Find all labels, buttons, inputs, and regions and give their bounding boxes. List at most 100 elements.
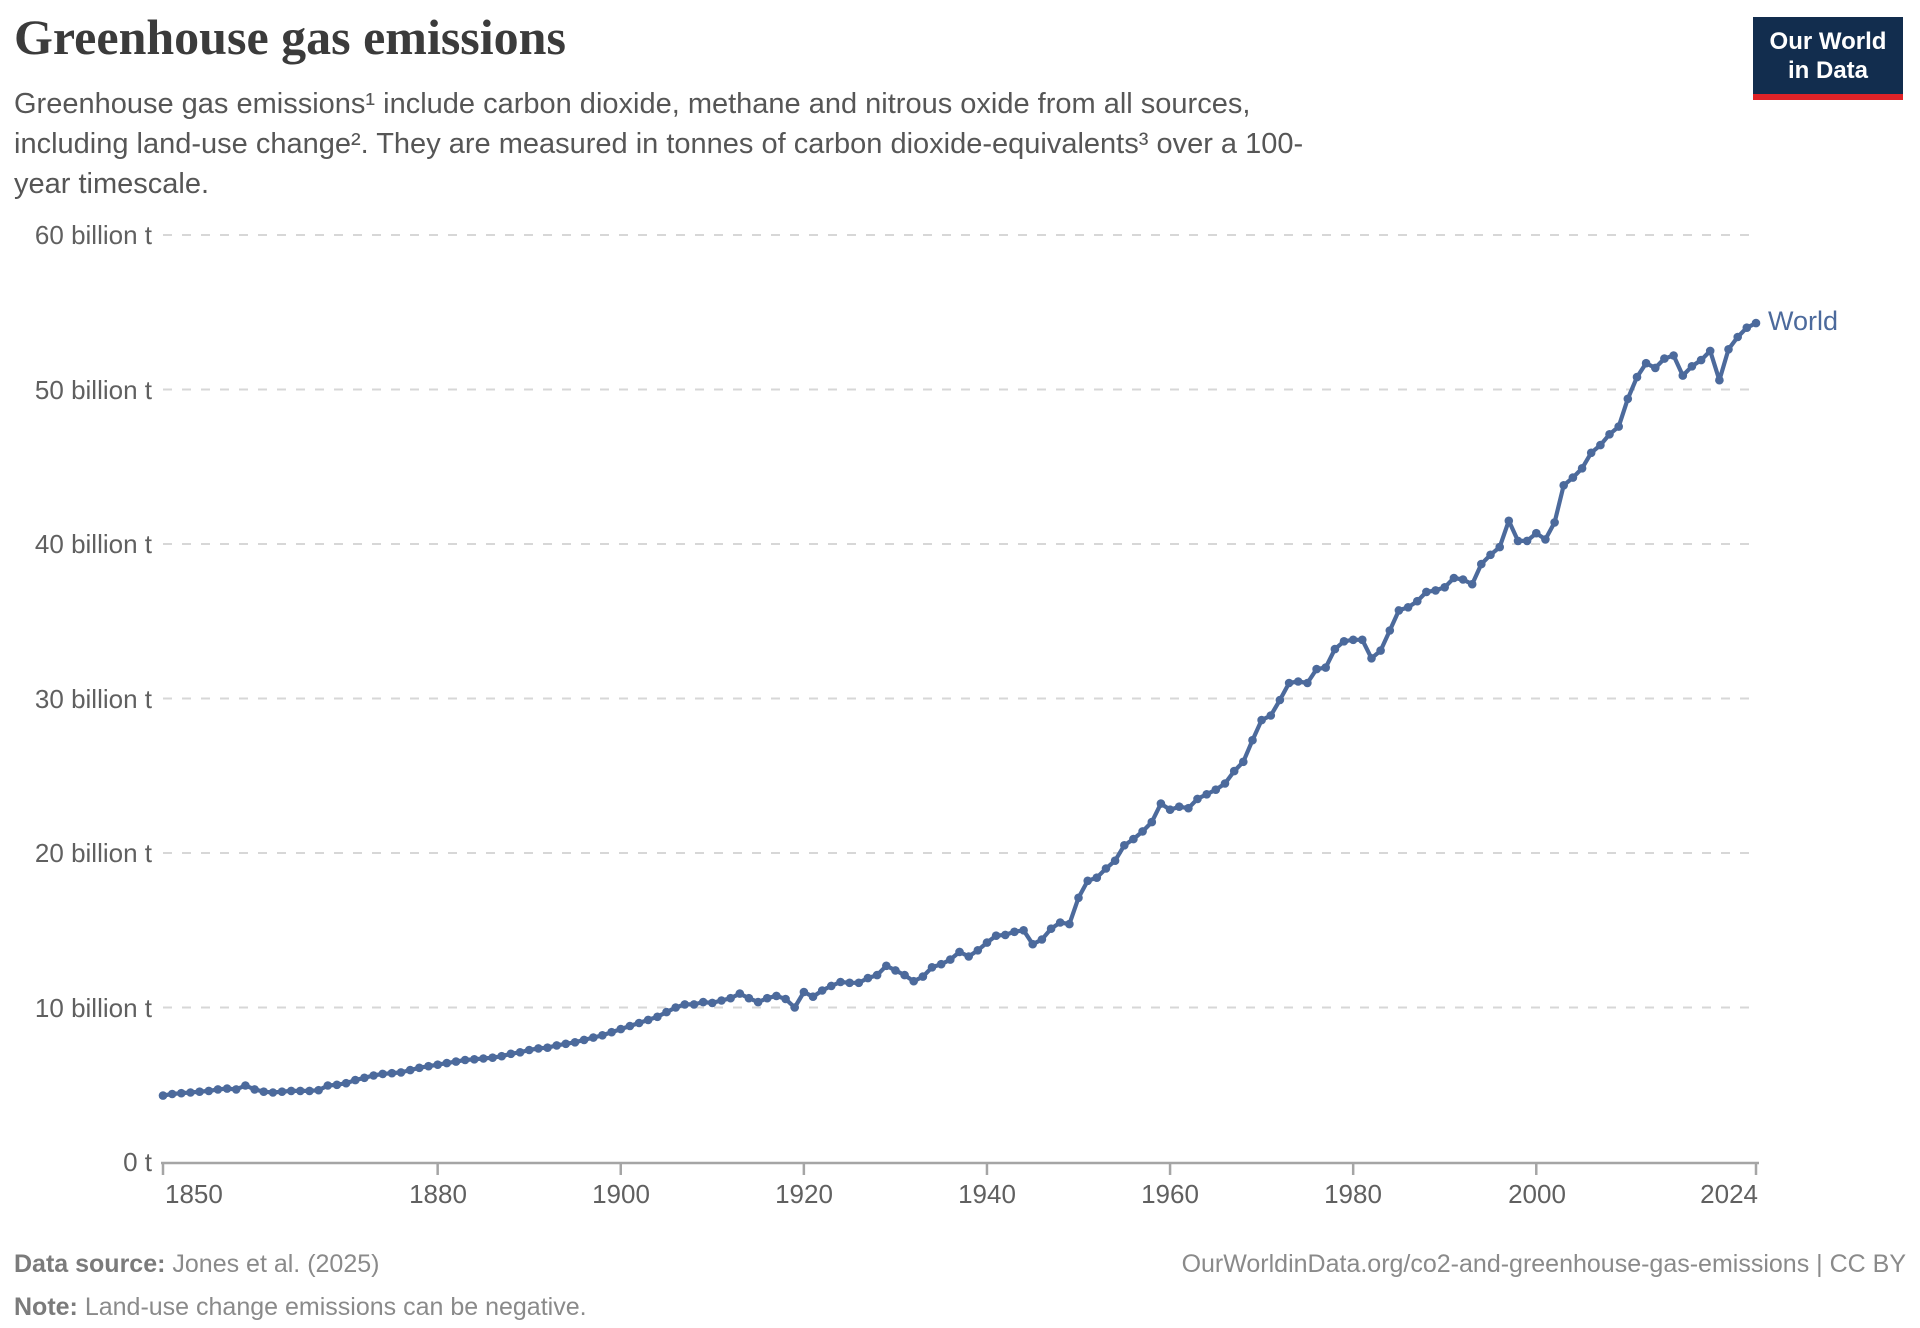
data-point <box>1001 930 1010 940</box>
data-point <box>222 1084 232 1093</box>
data-point <box>524 1045 534 1055</box>
owid-logo-line2: in Data <box>1787 56 1868 84</box>
data-point <box>1467 579 1477 589</box>
data-point <box>1184 803 1193 813</box>
data-point <box>1532 528 1541 538</box>
owid-logo[interactable]: Our World in Data <box>1753 17 1903 100</box>
data-point <box>1449 573 1459 583</box>
data-point <box>231 1085 241 1094</box>
data-point <box>1687 362 1697 371</box>
data-point <box>296 1086 305 1096</box>
data-point <box>790 1003 799 1012</box>
data-point <box>1541 535 1550 544</box>
note-value: Land-use change emissions can be negativ… <box>77 1293 587 1321</box>
data-point <box>1101 864 1111 873</box>
data-point <box>1559 481 1568 490</box>
data-point <box>460 1055 470 1065</box>
data-point <box>616 1024 626 1034</box>
data-point <box>360 1073 369 1083</box>
data-point <box>1495 542 1504 552</box>
data-point <box>1641 358 1651 368</box>
y-tick-10: 10 billion t <box>34 993 152 1023</box>
data-point <box>195 1087 204 1096</box>
data-point <box>1513 536 1523 546</box>
data-point <box>1147 817 1157 827</box>
x-tick-2000: 2000 <box>1508 1179 1566 1209</box>
data-point <box>1339 637 1349 646</box>
data-point <box>1010 927 1019 937</box>
data-point <box>1504 516 1514 526</box>
data-point <box>213 1085 223 1094</box>
data-point <box>1037 935 1047 944</box>
data-point <box>753 997 763 1007</box>
data-point <box>1577 464 1587 473</box>
data-point <box>698 997 708 1007</box>
data-point <box>1632 372 1642 382</box>
data-point <box>1660 354 1669 363</box>
data-point <box>1202 790 1211 799</box>
data-point <box>845 978 854 988</box>
y-tick-20: 20 billion t <box>34 838 152 868</box>
data-point <box>1522 536 1532 546</box>
data-point <box>415 1063 424 1073</box>
data-point <box>479 1054 488 1063</box>
data-point <box>689 1000 699 1009</box>
data-point <box>680 1000 690 1009</box>
data-point <box>323 1081 333 1090</box>
data-point <box>964 952 973 961</box>
data-point <box>625 1021 635 1031</box>
data-point <box>241 1081 250 1090</box>
data-point <box>1596 440 1605 450</box>
x-tick-1940: 1940 <box>958 1179 1016 1209</box>
data-point <box>1413 596 1422 606</box>
data-point <box>1330 644 1340 654</box>
data-point <box>570 1038 580 1047</box>
data-point <box>936 959 946 969</box>
data-point <box>589 1033 598 1042</box>
data-point <box>1586 448 1596 458</box>
x-tick-1960: 1960 <box>1141 1179 1199 1209</box>
data-point <box>1312 664 1321 674</box>
data-point <box>515 1048 525 1057</box>
data-point <box>1129 834 1138 844</box>
data-point <box>1358 635 1367 645</box>
data-point <box>1669 351 1678 360</box>
data-point <box>1239 757 1248 767</box>
data-point <box>1321 663 1330 672</box>
data-point <box>1715 375 1724 385</box>
data-point <box>1614 422 1623 431</box>
data-point <box>158 1091 168 1100</box>
data-point <box>1165 805 1175 814</box>
data-point <box>1403 603 1413 612</box>
data-point <box>1220 779 1230 788</box>
data-point <box>1733 332 1742 342</box>
data-point <box>1055 918 1065 927</box>
data-point <box>1742 323 1752 333</box>
data-point <box>863 973 873 983</box>
data-point <box>552 1041 561 1050</box>
data-point <box>305 1086 314 1096</box>
data-point <box>1385 626 1395 635</box>
data-point <box>396 1068 406 1077</box>
data-point <box>286 1086 296 1096</box>
data-point <box>314 1085 323 1095</box>
data-point <box>204 1086 214 1096</box>
data-point <box>634 1018 644 1028</box>
data-point <box>387 1068 397 1078</box>
data-point <box>607 1027 616 1037</box>
x-tick-1880: 1880 <box>409 1179 467 1209</box>
data-point <box>1458 575 1468 584</box>
data-point <box>561 1039 571 1049</box>
x-tick-2024: 2024 <box>1700 1179 1758 1209</box>
data-point <box>250 1085 259 1094</box>
data-point <box>378 1069 388 1079</box>
data-point <box>1174 802 1184 811</box>
data-point <box>1110 856 1120 865</box>
data-point <box>351 1075 360 1085</box>
data-point <box>1422 587 1431 597</box>
page-title: Greenhouse gas emissions <box>14 9 566 65</box>
data-point <box>827 981 836 991</box>
data-point <box>1028 939 1037 949</box>
